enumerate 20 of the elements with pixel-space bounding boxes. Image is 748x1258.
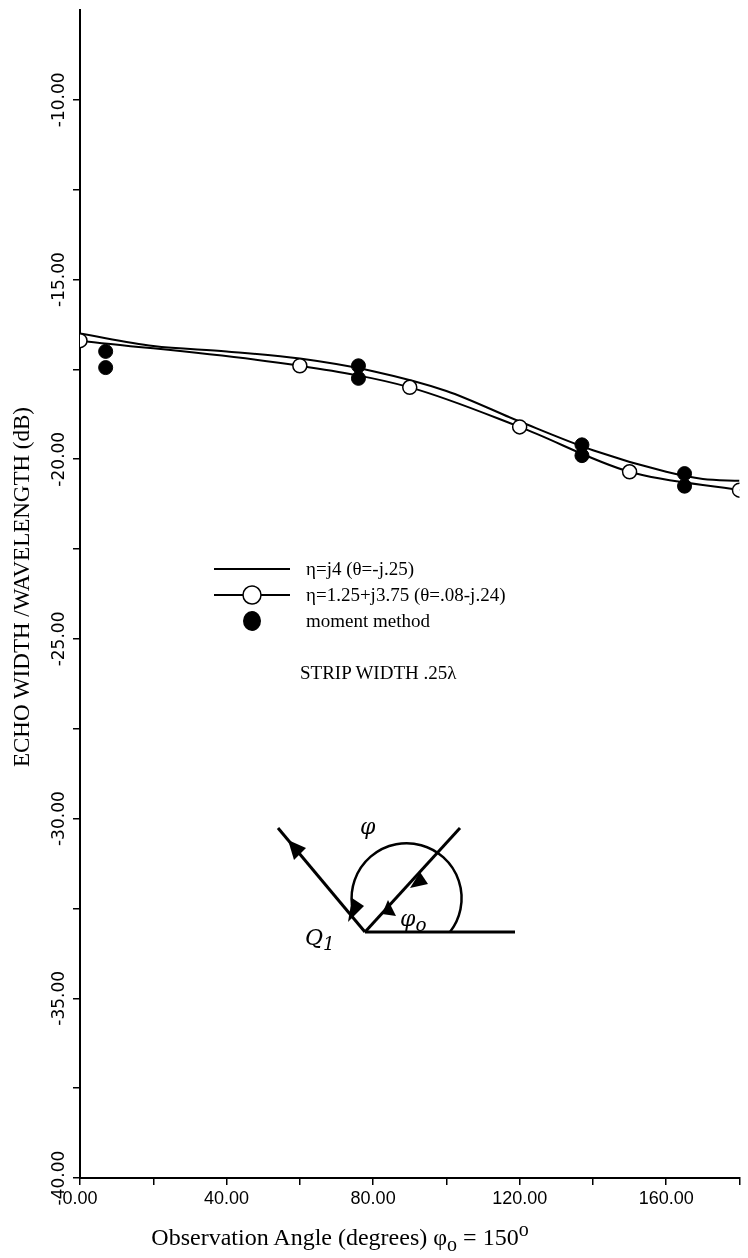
x-tick-label: 120.00 <box>492 1187 548 1208</box>
y-tick-label: -20.00 <box>47 431 68 487</box>
legend-label: moment method <box>306 610 431 632</box>
y-axis-title: ECHO WIDTH /WAVELENGTH (dB) <box>9 406 35 768</box>
annotation: φ <box>360 814 376 839</box>
x-tick-label: 160.00 <box>638 1187 694 1208</box>
x-axis-title: Observation Angle (degrees) φ$_{o}$ = 150$^{o}$ <box>151 1218 529 1256</box>
annotation: Q$_{1}$ <box>305 925 335 955</box>
y-tick-label: -30.00 <box>47 791 68 847</box>
y-tick-label: -35.00 <box>47 970 68 1026</box>
annotation: φ$_{o}$ <box>400 906 427 936</box>
y-tick-label: -15.00 <box>47 252 68 307</box>
x-tick-label: 0.00 <box>62 1187 98 1208</box>
legend-label: η=1.25+j3.75 (θ=.08-j.24) <box>306 584 506 606</box>
y-tick-label: -10.00 <box>47 72 68 128</box>
x-tick-label: 40.00 <box>204 1187 250 1208</box>
annotation: STRIP WIDTH .25λ <box>300 662 457 684</box>
y-tick-label: -25.00 <box>47 611 68 667</box>
legend-label: η=j4 (θ=-j.25) <box>306 558 415 580</box>
x-tick-label: 80.00 <box>350 1187 396 1208</box>
